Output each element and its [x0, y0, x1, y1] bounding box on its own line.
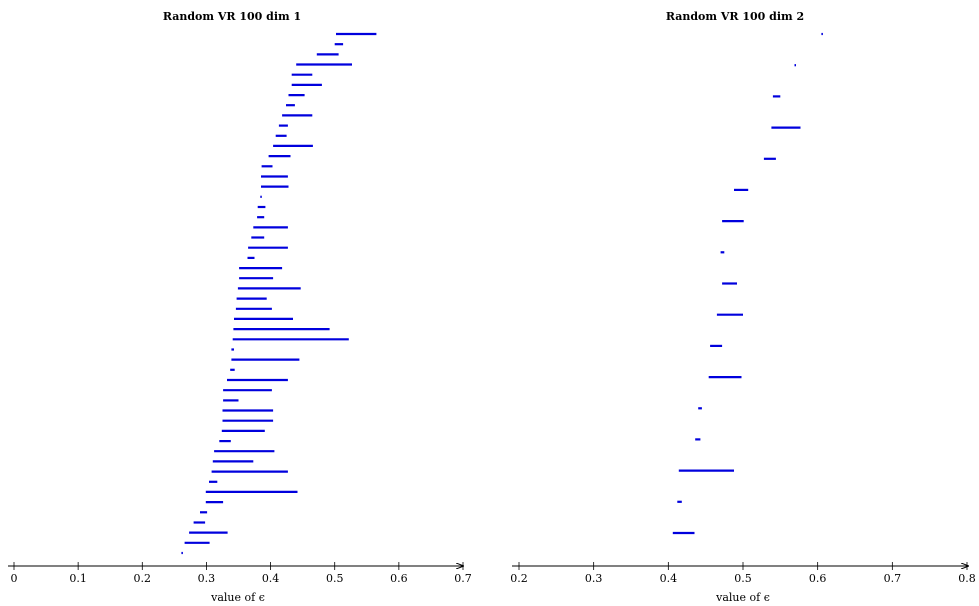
x-tick-label: 0.2 — [510, 572, 528, 585]
x-tick-label: 0.3 — [198, 572, 216, 585]
x-tick-label: 0.8 — [958, 572, 976, 585]
panel-dim2-x-label: value of ϵ — [715, 591, 770, 604]
x-tick-label: 0.7 — [454, 572, 472, 585]
panel-dim1: Random VR 100 dim 1 0 0.1 0.2 0.3 0.4 0.5 0.6 0… — [8, 10, 472, 604]
x-tick-label: 0 — [11, 572, 18, 585]
panel-dim1-title: Random VR 100 dim 1 — [163, 10, 301, 23]
panel-dim2-title: Random VR 100 dim 2 — [666, 10, 804, 23]
x-tick-label: 0.6 — [390, 572, 408, 585]
x-tick-label: 0.1 — [69, 572, 87, 585]
panel-dim1-bars — [181, 32, 377, 555]
panel-dim2: Random VR 100 dim 2 0.2 0.3 0.4 0.5 0.6 0.7 0.… — [510, 10, 976, 604]
x-tick-label: 0.6 — [809, 572, 827, 585]
panel-dim2-bars — [672, 32, 823, 535]
panel-dim1-ticks: 0 0.1 0.2 0.3 0.4 0.5 0.6 0.7 — [11, 562, 472, 585]
x-tick-label: 0.7 — [884, 572, 902, 585]
x-tick-label: 0.3 — [585, 572, 603, 585]
panel-dim1-x-label: value of ϵ — [210, 591, 265, 604]
panel-dim2-ticks: 0.2 0.3 0.4 0.5 0.6 0.7 0.8 — [510, 562, 976, 585]
x-tick-label: 0.2 — [134, 572, 152, 585]
x-tick-label: 0.4 — [660, 572, 678, 585]
x-tick-label: 0.5 — [734, 572, 752, 585]
x-tick-label: 0.4 — [262, 572, 280, 585]
x-tick-label: 0.5 — [326, 572, 344, 585]
